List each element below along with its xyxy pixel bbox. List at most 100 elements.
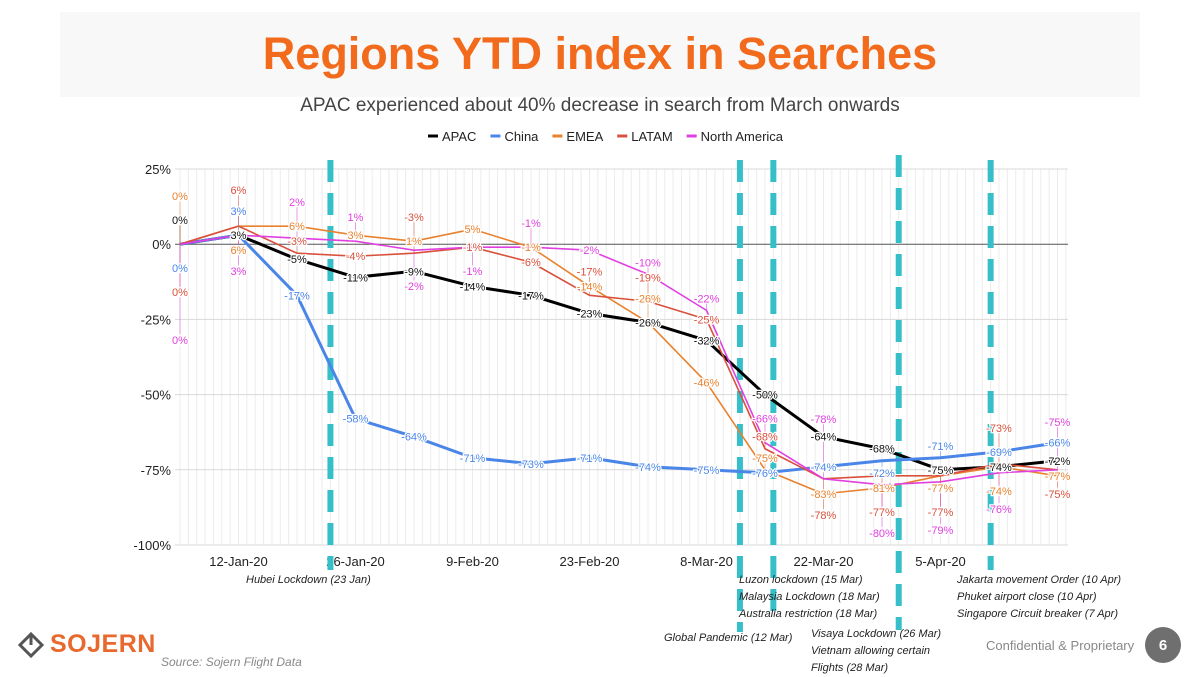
data-label: -23% xyxy=(577,308,603,320)
data-label: -79% xyxy=(928,525,954,537)
title-band xyxy=(60,12,1140,97)
event-annotation-hubei: Hubei Lockdown (23 Jan) xyxy=(246,572,371,589)
y-tick-label: 0% xyxy=(152,237,171,252)
data-label: -1% xyxy=(463,242,483,254)
data-label: 0% xyxy=(172,263,188,275)
data-label: -14% xyxy=(460,281,486,293)
page-title: Regions YTD index in Searches xyxy=(262,28,938,79)
data-label: 1% xyxy=(406,236,422,248)
event-annotation-luzon: Luzon lockdown (15 Mar) Malaysia Lockdow… xyxy=(739,572,880,623)
event-label: Hubei Lockdown (23 Jan) xyxy=(246,574,371,586)
data-label: -22% xyxy=(694,293,720,305)
data-label: 0% xyxy=(172,191,188,203)
data-label: 6% xyxy=(289,221,305,233)
data-label: -64% xyxy=(811,432,837,444)
event-label: Vietnam allowing certain xyxy=(811,645,931,657)
legend-label: North America xyxy=(701,129,784,144)
data-label: -75% xyxy=(1045,417,1071,429)
data-label: -68% xyxy=(869,444,895,456)
confidential-note: Confidential & Proprietary xyxy=(986,638,1135,653)
data-label: -76% xyxy=(752,468,778,480)
data-label: -5% xyxy=(287,254,307,266)
event-annotation-jakarta: Jakarta movement Order (10 Apr) Phuket a… xyxy=(957,572,1121,623)
logo-text: SOJERN xyxy=(50,630,156,658)
page-subtitle: APAC experienced about 40% decrease in s… xyxy=(300,95,900,116)
data-label: -75% xyxy=(752,453,778,465)
data-label: -17% xyxy=(284,290,310,302)
event-label: Luzon lockdown (15 Mar) xyxy=(739,574,863,586)
data-label: -77% xyxy=(869,507,895,519)
series-line-emea xyxy=(179,225,1058,495)
data-label: -68% xyxy=(752,432,778,444)
x-tick-label: 26-Jan-20 xyxy=(326,554,385,569)
data-label: -75% xyxy=(694,465,720,477)
event-label: Visaya Lockdown (26 Mar) xyxy=(811,628,942,640)
series-line-apac xyxy=(179,233,1058,472)
x-tick-label: 5-Apr-20 xyxy=(915,554,966,569)
legend-label: APAC xyxy=(442,129,476,144)
data-label: -32% xyxy=(694,335,720,347)
data-label: -17% xyxy=(577,266,603,278)
data-label: -71% xyxy=(460,453,486,465)
event-label: Malaysia Lockdown (18 Mar) xyxy=(739,591,880,603)
data-label: -1% xyxy=(463,266,483,278)
data-label: 3% xyxy=(348,230,364,242)
x-tick-label: 12-Jan-20 xyxy=(209,554,268,569)
data-label: -77% xyxy=(928,483,954,495)
data-label: -72% xyxy=(869,468,895,480)
data-label: -77% xyxy=(928,507,954,519)
x-tick-label: 23-Feb-20 xyxy=(560,554,620,569)
data-label: -78% xyxy=(811,510,837,522)
data-label: -75% xyxy=(1045,489,1071,501)
data-label: 6% xyxy=(231,185,247,197)
data-label: -10% xyxy=(635,257,661,269)
data-label: 2% xyxy=(289,197,305,209)
data-label: 3% xyxy=(231,206,247,218)
event-label: Jakarta movement Order (10 Apr) xyxy=(957,574,1122,586)
data-label: 3% xyxy=(231,266,247,278)
data-label: -1% xyxy=(521,242,541,254)
data-label: -2% xyxy=(580,245,600,257)
data-label: -71% xyxy=(577,453,603,465)
data-label: -64% xyxy=(401,432,427,444)
data-label: -80% xyxy=(869,528,895,540)
data-label: 0% xyxy=(172,287,188,299)
data-label: 6% xyxy=(231,245,247,257)
data-label: -83% xyxy=(811,489,837,501)
data-label: -58% xyxy=(343,414,369,426)
data-label: 1% xyxy=(348,212,364,224)
x-tick-label: 8-Mar-20 xyxy=(680,554,733,569)
data-label: -46% xyxy=(694,378,720,390)
data-label: -71% xyxy=(928,441,954,453)
data-label: -2% xyxy=(404,281,424,293)
event-label: Flights (28 Mar) xyxy=(811,662,889,674)
source-note: Source: Sojern Flight Data xyxy=(161,655,302,669)
y-tick-label: -100% xyxy=(133,538,171,553)
data-label: -17% xyxy=(518,290,544,302)
data-label: -3% xyxy=(404,212,424,224)
event-annotation-pandemic: Global Pandemic (12 Mar) xyxy=(664,630,792,647)
data-label: -25% xyxy=(694,314,720,326)
data-label: -66% xyxy=(752,414,778,426)
data-label: -11% xyxy=(343,272,368,284)
data-label: -69% xyxy=(986,447,1012,459)
data-label: -76% xyxy=(986,504,1012,516)
data-label: -73% xyxy=(986,423,1012,435)
legend-label: China xyxy=(504,129,539,144)
data-label: -74% xyxy=(811,462,837,474)
event-annotation-visaya: Visaya Lockdown (26 Mar) Vietnam allowin… xyxy=(811,626,941,677)
series-line-china xyxy=(179,233,1058,475)
data-label: -26% xyxy=(635,293,661,305)
y-tick-label: 25% xyxy=(145,162,171,177)
y-tick-label: -25% xyxy=(141,312,172,327)
data-label: -78% xyxy=(811,414,837,426)
logo-icon xyxy=(18,631,44,658)
data-label: -6% xyxy=(521,257,541,269)
event-label: Phuket airport close (10 Apr) xyxy=(957,591,1097,603)
data-label: -74% xyxy=(986,486,1012,498)
data-label: 5% xyxy=(465,224,481,236)
data-label: -14% xyxy=(577,281,603,293)
data-label: -73% xyxy=(518,459,544,471)
data-label: 3% xyxy=(231,230,247,242)
data-label: -77% xyxy=(1045,471,1071,483)
